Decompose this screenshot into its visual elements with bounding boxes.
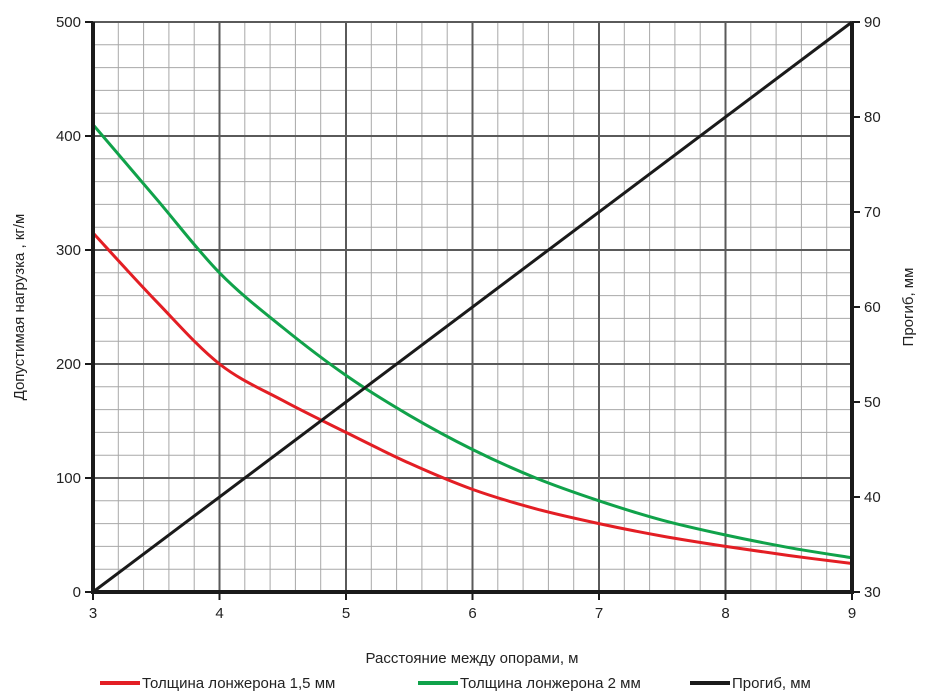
y-tick-label: 200	[56, 356, 81, 373]
x-tick-label: 3	[89, 605, 97, 622]
x-tick-label: 7	[595, 605, 603, 622]
ticks-layer: 0 100 200 300 400 500 30 40 50 60 70 80 90 3 4 5 6 7 8 9	[56, 14, 881, 622]
series-line-2	[92, 20, 853, 594]
y2-tick-label: 50	[864, 394, 881, 411]
y2-tick-label: 70	[864, 204, 881, 221]
x-tick-label: 8	[721, 605, 729, 622]
x-axis-title: Расстояние между опорами, м	[366, 650, 579, 667]
y2-tick-label: 30	[864, 584, 881, 601]
legend-label-0: Толщина лонжерона 1,5 мм	[142, 675, 335, 692]
y2-axis-title: Прогиб, мм	[900, 268, 917, 347]
y-tick-label: 300	[56, 242, 81, 259]
series-layer	[91, 20, 853, 594]
y2-tick-label: 80	[864, 109, 881, 126]
y2-tick-label: 40	[864, 489, 881, 506]
y-tick-label: 100	[56, 470, 81, 487]
y2-tick-label: 60	[864, 299, 881, 316]
x-tick-label: 6	[468, 605, 476, 622]
x-tick-label: 9	[848, 605, 856, 622]
y-tick-label: 400	[56, 128, 81, 145]
legend: Толщина лонжерона 1,5 мм Толщина лонжерон…	[100, 675, 811, 692]
y2-tick-label: 90	[864, 14, 881, 31]
y-tick-label: 0	[73, 584, 81, 601]
series-line-1	[91, 123, 853, 560]
series-line-0	[91, 231, 853, 565]
y-axis-title: Допустимая нагрузка , кг/м	[11, 214, 28, 401]
y-tick-label: 500	[56, 14, 81, 31]
x-tick-label: 5	[342, 605, 350, 622]
x-tick-label: 4	[215, 605, 223, 622]
legend-label-1: Толщина лонжерона 2 мм	[460, 675, 641, 692]
legend-label-2: Прогиб, мм	[732, 675, 811, 692]
